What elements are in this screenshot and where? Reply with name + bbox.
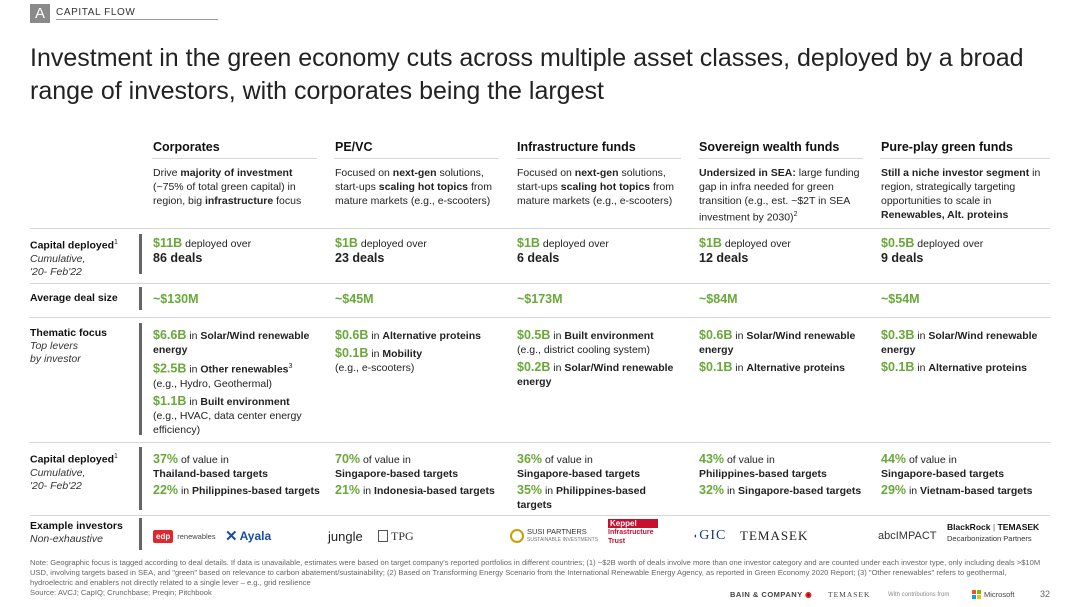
temasek-footer-logo: TEMASEK: [828, 590, 871, 599]
desc-pureplay: Still a niche investor segment in region…: [881, 167, 1041, 221]
footnote: Note: Geographic focus is tagged accordi…: [30, 558, 1041, 597]
capital-pureplay: $0.5B deployed over 9 deals: [881, 236, 984, 265]
susi-sun-icon: [510, 529, 524, 543]
blackrock-temasek-logo: BlackRock | TEMASEK Decarbonization Part…: [947, 522, 1040, 543]
row-divider: [30, 283, 1050, 284]
section-letter: A: [30, 4, 50, 23]
capital-swf: $1B deployed over 12 deals: [699, 236, 791, 265]
contrib-text: With contributions from: [888, 592, 950, 598]
avg-pureplay: ~$54M: [881, 292, 920, 306]
divider: [880, 158, 1050, 159]
thematic-infra: $0.5B in Built environment (e.g., distri…: [517, 328, 674, 388]
divider: [334, 158, 499, 159]
desc-infra: Focused on next-gen solutions, start-ups…: [517, 167, 674, 207]
temasek-logo: TEMASEK: [740, 528, 809, 543]
tpg-mark-icon: [378, 530, 388, 542]
col-head-pevc: PE/VC: [335, 140, 373, 154]
row-divider: [30, 228, 1050, 229]
row-label-capital: Capital deployed1 Cumulative, '20- Feb'2…: [30, 239, 118, 278]
row-label-investors: Example investors Non-exhaustive: [30, 520, 123, 545]
value-swf: 43% of value in Philippines-based target…: [699, 452, 862, 497]
gic-mark-icon: ◐: [694, 532, 699, 540]
row-divider: [30, 515, 1050, 516]
value-pevc: 70% of value in Singapore-based targets …: [335, 452, 495, 497]
susi-logo: SUSI PARTNERS SUSTAINABLE INVESTMENTS: [510, 526, 598, 546]
row-label-thematic: Thematic focus Top levers by investor: [30, 327, 108, 365]
microsoft-icon: [972, 590, 981, 599]
desc-pevc: Focused on next-gen solutions, start-ups…: [335, 167, 492, 207]
abcimpact-logo: abc IMPACT: [878, 530, 937, 542]
gic-logo: ◐ GIC: [694, 528, 727, 543]
avg-swf: ~$84M: [699, 292, 738, 306]
keppel-logo: Keppel Infrastructure Trust: [608, 518, 658, 545]
row-divider: [30, 442, 1050, 443]
ayala-logo: ✕ Ayala: [225, 528, 272, 545]
tpg-logo: TPG: [378, 526, 414, 546]
ayala-x-icon: ✕: [225, 528, 238, 545]
row-bar: [139, 518, 142, 550]
divider: [516, 158, 681, 159]
col-head-pureplay: Pure-play green funds: [881, 140, 1013, 154]
row-label-value: Capital deployed1 Cumulative, '20- Feb'2…: [30, 453, 118, 492]
thematic-pureplay: $0.3B in Solar/Wind renewable energy $0.…: [881, 328, 1038, 374]
avg-infra: ~$173M: [517, 292, 563, 306]
desc-swf: Undersized in SEA: large funding gap in …: [699, 167, 860, 224]
divider: [698, 158, 863, 159]
thematic-swf: $0.6B in Solar/Wind renewable energy $0.…: [699, 328, 856, 374]
row-bar: [139, 234, 142, 274]
avg-pevc: ~$45M: [335, 292, 374, 306]
value-infra: 36% of value in Singapore-based targets …: [517, 452, 646, 511]
value-corporates: 37% of value in Thailand-based targets 2…: [153, 452, 320, 497]
bain-mark-icon: ◉: [805, 590, 813, 599]
row-bar: [139, 287, 142, 310]
desc-corporates: Drive majority of investment (~75% of to…: [153, 167, 302, 207]
section-label: CAPITAL FLOW: [56, 7, 136, 18]
thematic-pevc: $0.6B in Alternative proteins $0.1B in M…: [335, 328, 481, 374]
section-rule: [56, 19, 218, 20]
col-head-swf: Sovereign wealth funds: [699, 140, 840, 154]
capital-pevc: $1B deployed over 23 deals: [335, 236, 427, 265]
row-bar: [139, 447, 142, 510]
bain-logo: BAIN & COMPANY ◉: [730, 590, 813, 599]
divider: [152, 158, 317, 159]
row-divider: [30, 317, 1050, 318]
col-head-corporates: Corporates: [153, 140, 220, 154]
row-label-avg: Average deal size: [30, 292, 118, 304]
page-number: 32: [1039, 589, 1050, 599]
col-head-infra: Infrastructure funds: [517, 140, 636, 154]
microsoft-logo: Microsoft: [972, 590, 1014, 599]
capital-infra: $1B deployed over 6 deals: [517, 236, 609, 265]
value-pureplay: 44% of value in Singapore-based targets …: [881, 452, 1033, 497]
capital-corporates: $11B deployed over 86 deals: [153, 236, 252, 265]
edp-logo: edp renewables: [153, 526, 216, 546]
avg-corporates: ~$130M: [153, 292, 199, 306]
jungle-logo: jungle: [328, 528, 363, 544]
page-title: Investment in the green economy cuts acr…: [30, 44, 1024, 105]
row-bar: [139, 323, 142, 435]
thematic-corporates: $6.6B in Solar/Wind renewable energy $2.…: [153, 328, 310, 436]
